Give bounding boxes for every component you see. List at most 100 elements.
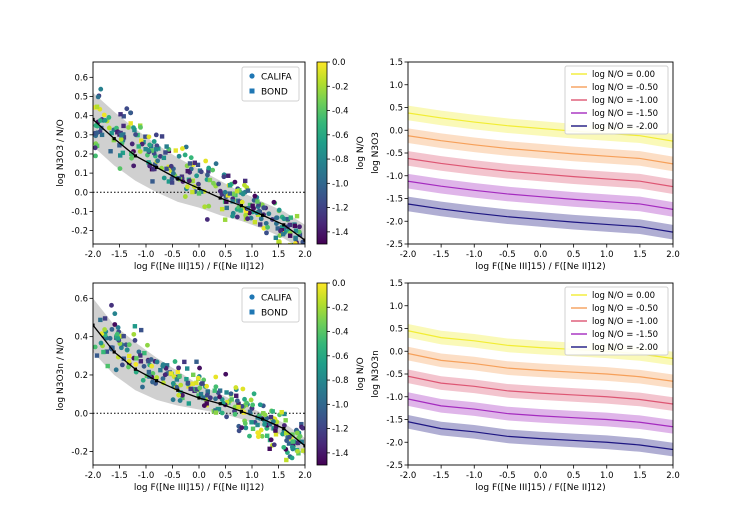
bond-point bbox=[192, 160, 197, 165]
fit-marker bbox=[155, 379, 159, 383]
fit-marker bbox=[239, 204, 243, 208]
x-tick-label: 1.5 bbox=[633, 471, 647, 481]
bond-point bbox=[201, 395, 206, 401]
califa-point bbox=[133, 132, 139, 137]
califa-point bbox=[232, 179, 238, 185]
califa-point bbox=[136, 349, 142, 355]
fit-marker bbox=[133, 367, 137, 371]
califa-point bbox=[124, 347, 130, 353]
bond-point bbox=[121, 135, 127, 140]
califa-point bbox=[262, 422, 267, 427]
y-tick-label: -0.5 bbox=[386, 149, 403, 159]
y-tick-label: 0.2 bbox=[74, 371, 88, 381]
bond-point bbox=[258, 222, 263, 227]
bond-point bbox=[164, 144, 169, 149]
colorbar: 0.0 -0.2 -0.4 -0.6 -0.8 -1.0 -1.2 -1.4 log N/O bbox=[316, 58, 366, 245]
bond-point bbox=[156, 146, 161, 151]
legend-califa-marker bbox=[249, 294, 255, 300]
bond-point bbox=[247, 409, 253, 415]
bond-point bbox=[178, 390, 183, 395]
califa-point bbox=[94, 130, 100, 136]
califa-point bbox=[93, 123, 99, 128]
califa-point bbox=[244, 400, 249, 406]
x-tick-label: -1.0 bbox=[466, 250, 483, 260]
califa-point bbox=[202, 204, 208, 210]
califa-point bbox=[252, 193, 258, 199]
legend-bond-marker bbox=[249, 88, 255, 94]
panel-bottom-right: log N/O = 0.00 log N/O = -0.50 log N/O = -… bbox=[371, 279, 680, 493]
x-axis-label: log F([Ne III]15) / F([Ne II]12) bbox=[134, 483, 264, 493]
bond-point bbox=[264, 433, 270, 438]
califa-point bbox=[182, 152, 188, 158]
bond-point bbox=[290, 432, 295, 437]
califa-point bbox=[261, 205, 267, 211]
califa-point bbox=[174, 385, 180, 390]
bond-point bbox=[118, 112, 123, 117]
x-axis-label: log F([Ne III]15) / F([Ne II]12) bbox=[475, 262, 605, 272]
califa-point bbox=[257, 402, 263, 408]
califa-point bbox=[180, 146, 185, 151]
califa-point bbox=[129, 155, 134, 161]
bond-point bbox=[185, 380, 191, 386]
califa-point bbox=[292, 241, 298, 244]
bond-point bbox=[226, 173, 231, 178]
califa-point bbox=[141, 363, 147, 369]
x-axis-label: log F([Ne III]15) / F([Ne II]12) bbox=[134, 262, 264, 272]
x-tick-label: 1.5 bbox=[272, 250, 286, 260]
x-tick-label: -1.0 bbox=[138, 250, 155, 260]
bond-point bbox=[121, 114, 126, 119]
bond-point bbox=[256, 202, 261, 207]
y-axis-label: log N3O3 bbox=[371, 132, 381, 174]
fit-marker bbox=[282, 223, 286, 227]
califa-point bbox=[213, 374, 219, 380]
califa-point bbox=[219, 410, 225, 416]
califa-point bbox=[194, 173, 200, 179]
bond-point bbox=[182, 359, 187, 365]
bond-point bbox=[273, 428, 278, 433]
fit-marker bbox=[176, 388, 180, 392]
califa-point bbox=[236, 428, 242, 434]
bond-point bbox=[294, 213, 300, 219]
califa-point bbox=[182, 194, 188, 199]
califa-point bbox=[172, 359, 178, 364]
califa-point bbox=[234, 398, 240, 404]
colorbar-tick-label: -0.2 bbox=[332, 82, 349, 92]
califa-point bbox=[276, 207, 282, 213]
califa-point bbox=[151, 139, 157, 144]
bond-point bbox=[121, 356, 127, 361]
colorbar-tick-label: -1.0 bbox=[332, 400, 349, 410]
bond-point bbox=[146, 358, 151, 364]
califa-point bbox=[115, 325, 121, 330]
bond-point bbox=[142, 350, 147, 356]
bond-point bbox=[166, 164, 172, 170]
califa-point bbox=[259, 433, 265, 439]
y-axis-label: log N3O3n bbox=[371, 350, 381, 398]
x-tick-label: 0.5 bbox=[219, 250, 233, 260]
x-tick-label: -0.5 bbox=[164, 471, 181, 481]
califa-point bbox=[137, 149, 143, 154]
bond-point bbox=[118, 153, 123, 158]
califa-point bbox=[222, 189, 228, 195]
califa-point bbox=[184, 184, 190, 190]
califa-point bbox=[206, 165, 212, 171]
y-tick-label: 0.2 bbox=[74, 150, 88, 160]
califa-point bbox=[109, 326, 115, 332]
califa-point bbox=[124, 106, 130, 112]
fit-marker bbox=[197, 186, 201, 191]
bond-point bbox=[279, 225, 285, 230]
califa-point bbox=[281, 216, 287, 222]
bond-point bbox=[138, 353, 143, 358]
x-tick-label: -0.5 bbox=[499, 250, 516, 260]
series-line bbox=[408, 135, 673, 165]
bond-point bbox=[99, 132, 105, 138]
bond-point bbox=[287, 233, 293, 238]
bond-point bbox=[236, 401, 241, 406]
x-tick-label: -2.0 bbox=[400, 471, 417, 481]
fit-marker bbox=[261, 213, 265, 217]
bond-point bbox=[132, 324, 138, 329]
califa-point bbox=[140, 384, 145, 390]
bond-point bbox=[132, 127, 137, 133]
califa-point bbox=[153, 132, 159, 138]
x-tick-label: 1.0 bbox=[245, 250, 259, 260]
y-tick-label: -2.0 bbox=[386, 438, 403, 448]
